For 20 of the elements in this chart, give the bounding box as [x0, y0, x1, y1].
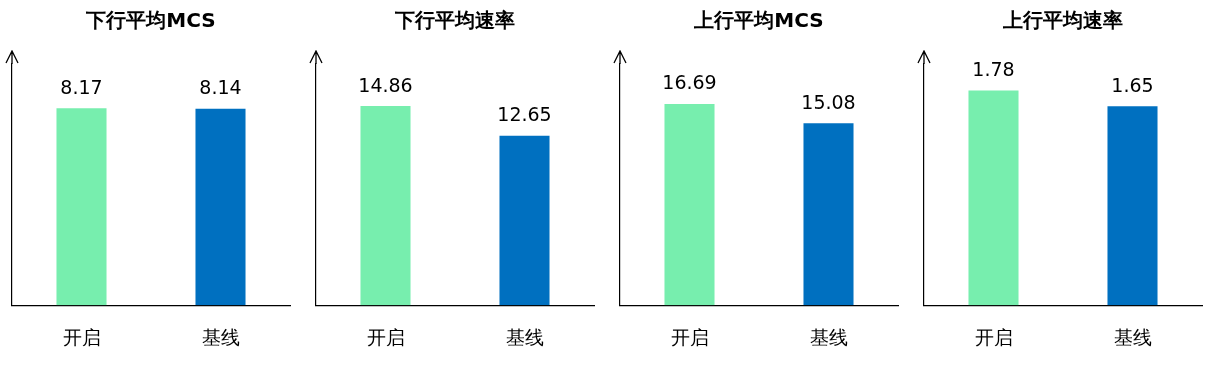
x-tick-label: 基线	[505, 325, 544, 348]
x-tick-label: 基线	[201, 325, 240, 348]
x-tick-label: 开启	[974, 325, 1013, 348]
x-tick-label: 开启	[62, 325, 101, 348]
chart-title: 下行平均MCS	[85, 8, 216, 33]
x-tick-label: 基线	[809, 325, 848, 348]
data-label: 1.78	[972, 57, 1015, 80]
data-label: 12.65	[497, 103, 552, 126]
data-label: 14.86	[358, 73, 413, 96]
data-label: 15.08	[801, 90, 856, 113]
chart-title: 上行平均速率	[1002, 8, 1123, 33]
x-tick-label: 开启	[366, 325, 405, 348]
data-label: 8.14	[199, 76, 242, 99]
data-label: 16.69	[662, 71, 717, 94]
chart-title: 下行平均速率	[394, 8, 515, 33]
data-label: 1.65	[1111, 73, 1154, 96]
x-tick-label: 开启	[670, 325, 709, 348]
chart-title: 上行平均MCS	[693, 8, 824, 33]
x-tick-label: 基线	[1113, 325, 1152, 348]
data-label: 8.17	[60, 75, 103, 98]
